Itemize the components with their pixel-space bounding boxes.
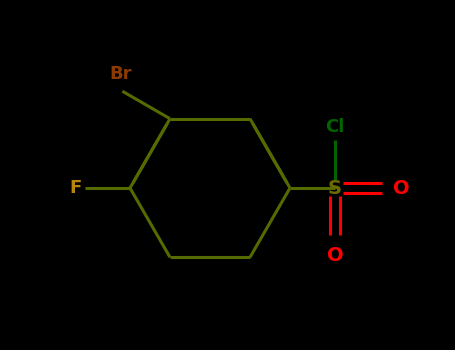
- Text: O: O: [393, 178, 410, 197]
- Text: S: S: [328, 178, 342, 197]
- Text: O: O: [327, 246, 344, 265]
- Text: Cl: Cl: [325, 118, 345, 136]
- Text: F: F: [70, 179, 82, 197]
- Text: Br: Br: [109, 65, 131, 83]
